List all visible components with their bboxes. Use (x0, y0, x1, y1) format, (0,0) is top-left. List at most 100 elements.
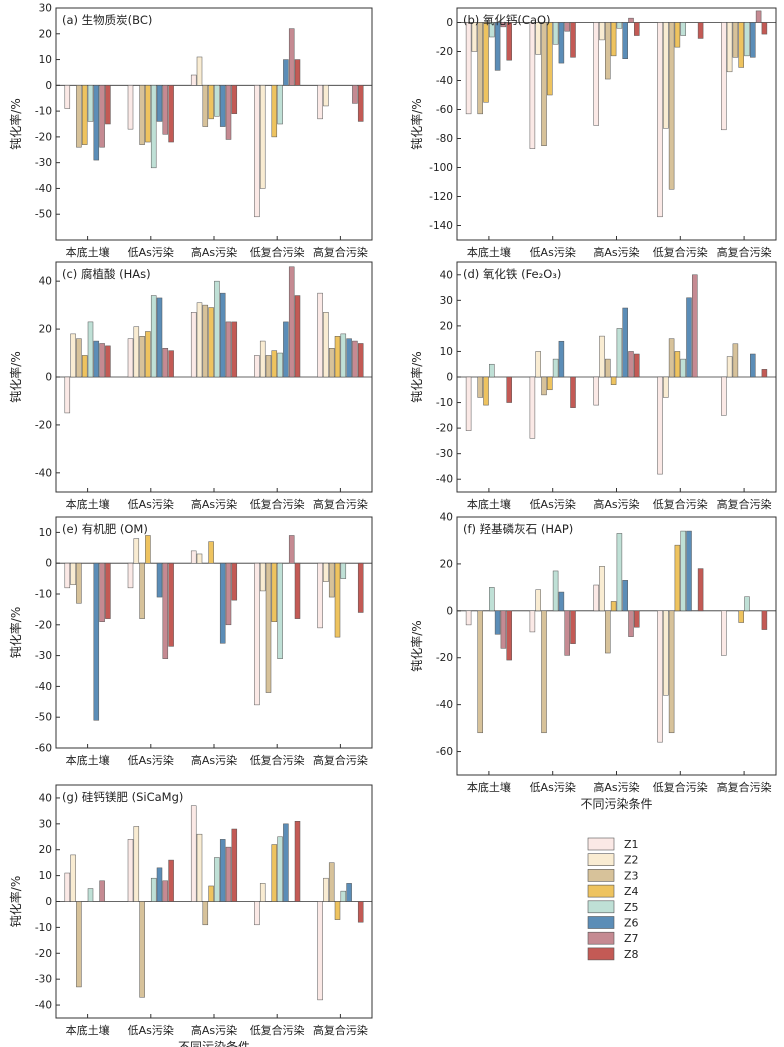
bar-z2-1 (70, 854, 76, 902)
bar-z5-3 (616, 328, 623, 378)
bar-z2-2 (535, 589, 541, 612)
bar-z8-5 (761, 369, 768, 378)
bar-z5-2 (552, 358, 559, 378)
y-axis-label: 钝化率/% (409, 98, 424, 149)
y-tick-label: 20 (440, 320, 453, 332)
bar-z6-1 (93, 562, 100, 721)
bar-z7-4 (692, 274, 698, 378)
y-tick-label: -120 (429, 191, 453, 203)
bar-z1-1 (64, 85, 71, 109)
x-category-label: 高As污染 (191, 753, 237, 767)
bar-z6-3 (622, 307, 628, 378)
bar-z5-5 (340, 333, 347, 378)
bar-z8-2 (168, 350, 174, 378)
bar-z6-2 (156, 297, 163, 378)
bar-z3-2 (541, 610, 547, 734)
bar-z5-5 (744, 596, 750, 612)
bar-z4-4 (674, 544, 681, 612)
bar-z3-3 (605, 610, 611, 654)
x-category-label: 高As污染 (593, 497, 639, 511)
bar-z1-1 (64, 872, 71, 902)
bar-z2-3 (196, 553, 203, 564)
y-tick-label: -40 (35, 183, 52, 195)
chart-panel-d: -40 -30 -20 -10 0 10 20 30 40 本底土壤 低As污染 高As污染 低复合污染… (409, 261, 777, 511)
x-category-label: 低复合污染 (250, 245, 305, 259)
bar-z2-2 (133, 826, 140, 902)
bar-z8-2 (168, 85, 174, 143)
bar-z6-2 (558, 591, 565, 612)
bar-z5-4 (680, 358, 686, 378)
bar-z8-5 (761, 610, 768, 630)
bar-z6-5 (750, 353, 756, 378)
bar-z2-1 (70, 562, 76, 586)
bar-z4-4 (674, 351, 681, 378)
bar-z1-4 (254, 85, 260, 218)
bar-z8-1 (105, 345, 111, 378)
bar-z2-3 (599, 22, 605, 41)
x-category-label: 低复合污染 (653, 497, 708, 511)
bar-z5-2 (150, 295, 157, 378)
y-tick-label: -140 (429, 220, 453, 232)
bar-z5-4 (277, 352, 283, 378)
bar-z4-2 (145, 331, 151, 378)
bar-z4-3 (610, 376, 617, 385)
x-category-label: 低As污染 (530, 780, 576, 794)
bar-z4-4 (674, 22, 681, 48)
bar-z7-3 (628, 17, 634, 23)
bar-z5-4 (680, 530, 686, 612)
bar-z8-4 (294, 820, 301, 902)
bar-z7-2 (162, 348, 169, 378)
y-tick-label: -30 (436, 448, 453, 460)
x-axis-label: 不同污染条件 (178, 1039, 250, 1047)
x-category-label: 高As污染 (191, 1023, 237, 1037)
bar-z1-1 (465, 22, 472, 115)
bar-z5-3 (214, 85, 220, 117)
x-category-label: 高复合污染 (313, 753, 368, 767)
x-category-label: 本底土壤 (467, 245, 511, 259)
bar-z4-1 (81, 85, 88, 145)
bar-z7-2 (564, 610, 570, 656)
bar-z4-3 (208, 541, 214, 564)
y-tick-label: 30 (440, 295, 453, 307)
bar-z2-4 (663, 610, 669, 696)
bar-z6-3 (219, 292, 226, 378)
y-tick-label: 0 (446, 372, 453, 384)
legend-swatch-z1 (587, 837, 615, 851)
y-tick-label: 20 (39, 28, 52, 40)
bar-z5-2 (552, 570, 559, 612)
y-tick-label: 10 (39, 54, 52, 66)
bar-z2-2 (133, 538, 140, 564)
chart-panel-f: -60 -40 -20 0 20 40 本底土壤 低As污染 高As污染 低复合污染 高复合污染 (f… (409, 512, 777, 811)
legend-swatch-z5 (587, 900, 615, 914)
x-category-label: 高复合污染 (717, 780, 772, 794)
bar-z8-2 (168, 562, 174, 647)
bar-z8-5 (357, 562, 364, 613)
y-tick-label: 0 (446, 605, 453, 617)
bar-z4-5 (334, 901, 341, 920)
chart-panel-b: -140 -120 -100 -80 -60 -40 -20 0 本底土壤 低As污染 高As污染低… (409, 7, 777, 259)
bar-z7-5 (352, 85, 358, 104)
bar-z4-2 (547, 22, 553, 96)
legend-label-z5: Z5 (624, 901, 639, 914)
bar-z7-3 (225, 85, 232, 140)
bar-z1-4 (657, 22, 663, 218)
y-tick-label: -20 (436, 652, 453, 664)
y-tick-label: 40 (39, 792, 52, 804)
bar-z4-4 (271, 844, 278, 902)
bar-z5-2 (150, 877, 157, 902)
x-category-label: 低As污染 (128, 1023, 174, 1037)
bar-z2-3 (599, 335, 605, 378)
bar-z8-2 (570, 22, 576, 58)
bar-z2-5 (726, 22, 733, 73)
bar-z8-3 (231, 562, 238, 601)
y-tick-label: -40 (35, 467, 52, 479)
y-tick-label: -80 (436, 133, 453, 145)
y-tick-label: -40 (436, 699, 453, 711)
legend: Z1 Z2 Z3 Z4 Z5 Z6 Z7 Z8 (587, 837, 639, 961)
bar-z5-3 (616, 22, 623, 29)
panel-title: (f) 羟基磷灰石 (HAP) (463, 522, 573, 536)
bar-z3-1 (76, 85, 82, 148)
y-axis-label: 钝化率/% (8, 98, 23, 149)
bar-z5-2 (150, 85, 157, 169)
